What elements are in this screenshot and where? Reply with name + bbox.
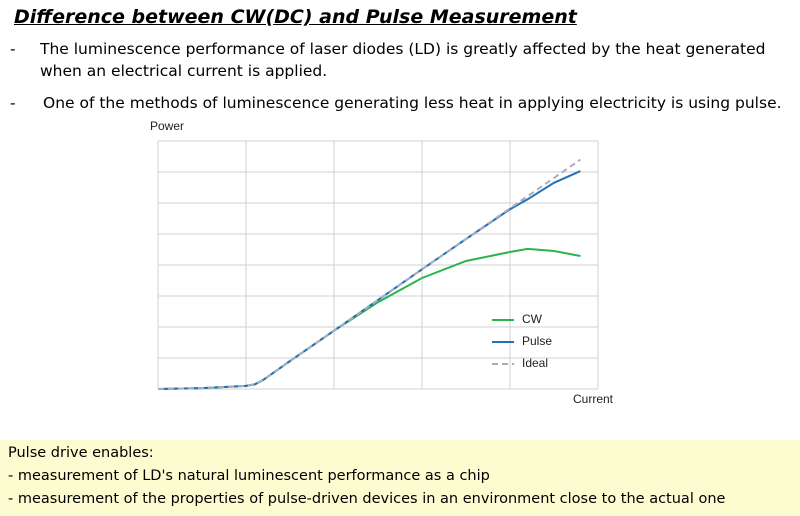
note-line: - measurement of the properties of pulse… <box>8 491 726 507</box>
series-line <box>157 158 581 390</box>
bullet-text: One of the methods of luminescence gener… <box>43 94 782 112</box>
chart: Power Current CW Pulse Ideal <box>150 119 614 406</box>
series-line <box>157 170 581 390</box>
legend-label: Ideal <box>522 356 548 370</box>
x-axis-label: Current <box>573 392 614 406</box>
bullet: - One of the methods of luminescence gen… <box>0 92 800 114</box>
bullet-text: The luminescence performance of laser di… <box>40 40 766 80</box>
bullet-marker: - <box>10 94 16 112</box>
y-axis-label: Power <box>150 119 184 133</box>
note-box: Pulse drive enables: - measurement of LD… <box>0 440 800 516</box>
note-line: Pulse drive enables: <box>8 445 154 461</box>
note-line: - measurement of LD's natural luminescen… <box>8 468 490 484</box>
bullet-marker: - <box>10 40 16 58</box>
legend-label: CW <box>522 312 543 326</box>
title: Difference between CW(DC) and Pulse Meas… <box>14 6 577 28</box>
series-line <box>157 247 581 390</box>
legend-label: Pulse <box>522 334 552 348</box>
bullet: - The luminescence performance of laser … <box>0 38 800 84</box>
